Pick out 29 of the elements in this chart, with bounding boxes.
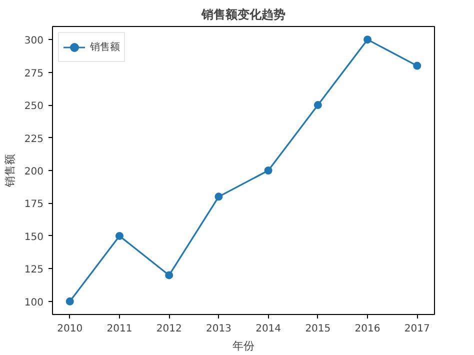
x-tick-label: 2011 [106, 324, 132, 334]
y-tick-label: 225 [24, 134, 44, 145]
x-axis-title: 年份 [232, 340, 254, 352]
point [264, 166, 272, 174]
y-tick-label: 200 [24, 166, 44, 178]
y-tick-label: 275 [24, 68, 44, 80]
x-tick-label: 2014 [256, 324, 282, 334]
x-tick-label: 2012 [156, 324, 182, 334]
legend-label: 销售额 [90, 40, 120, 54]
chart-title: 销售额变化趋势 [200, 8, 286, 22]
y-tick-label: 100 [24, 297, 44, 308]
x-tick-label: 2017 [404, 324, 430, 334]
point [413, 62, 422, 70]
point [165, 271, 174, 280]
y-tick-label: 125 [24, 264, 44, 276]
y-tick-label: 250 [24, 101, 44, 112]
point [115, 232, 124, 240]
y-tick-label: 150 [24, 232, 44, 243]
x-tick-label: 2013 [206, 324, 232, 334]
y-tick-label: 300 [24, 36, 44, 47]
x-tick-label: 2010 [57, 324, 83, 334]
x-tick-label: 2015 [305, 324, 331, 334]
point [364, 36, 372, 44]
point [314, 101, 322, 110]
y-axis-title: 销售额 [3, 154, 16, 188]
point [214, 192, 223, 201]
y-tick-label: 175 [24, 199, 44, 210]
point [66, 297, 74, 306]
x-tick-label: 2016 [354, 324, 380, 334]
